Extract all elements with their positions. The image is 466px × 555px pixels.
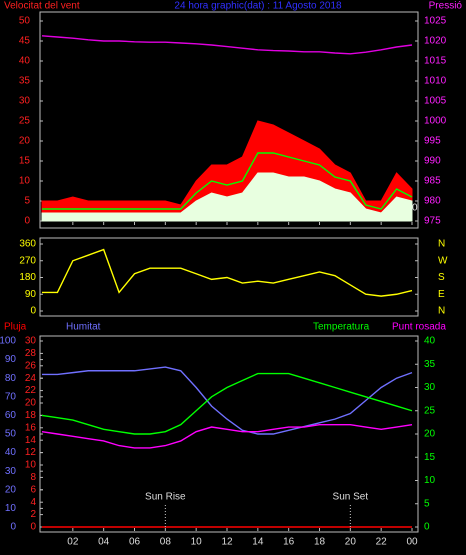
y-tick-label: 100 [0,336,16,347]
y-tick-label: 50 [5,429,17,440]
y-tick-label: 35 [19,76,31,87]
y2-tick-label: E [438,289,445,300]
x-tick-label: 18 [314,537,326,548]
y2-tick-label: 1020 [424,36,447,47]
y-tick-label: 30 [19,96,31,107]
y3-tick-label: 12 [25,447,37,458]
y-tick-label: 0 [30,306,36,317]
frame [39,11,419,229]
y2-tick-label: 10 [424,475,436,486]
y2-tick-label: 1010 [424,76,447,87]
legend-label: Punt rosada [392,322,446,333]
line [42,366,413,435]
y3-tick-label: 0 [30,522,36,533]
y-tick-label: 270 [19,255,36,266]
y2-tick-label: W [438,255,448,266]
y2-tick-label: 1015 [424,56,447,67]
y-tick-label: 30 [5,466,17,477]
y2-tick-label: 990 [424,156,441,167]
y-tick-label: 90 [5,354,17,365]
y3-tick-label: 20 [25,398,37,409]
y3-tick-label: 8 [30,472,36,483]
y3-tick-label: 16 [25,422,37,433]
y2-tick-label: N [438,306,445,317]
legend-label: Temperatura [313,322,370,333]
annotation: Sun Rise [145,492,186,503]
y-tick-label: 5 [24,196,30,207]
x-tick-label: 14 [252,537,264,548]
x-tick-label: 16 [283,537,295,548]
y-tick-label: 10 [5,503,17,514]
y2-tick-label: 1025 [424,16,447,27]
y3-tick-label: 10 [25,460,37,471]
x-tick-label: 10 [191,537,203,548]
y3-tick-label: 14 [25,435,37,446]
y2-tick-label: 30 [424,382,436,393]
x-tick-label: 04 [98,537,110,548]
x-tick-label: 02 [67,537,79,548]
y3-tick-label: 26 [25,360,37,371]
y-tick-label: 180 [19,272,36,283]
x-tick-label: 08 [160,537,172,548]
line [41,424,413,449]
x-tick-label: 20 [345,537,357,548]
line [42,152,413,210]
y2-tick-label: S [438,272,445,283]
x-tick-label: 00 [406,537,418,548]
y2-tick-label: 0 [424,522,430,533]
y2-tick-label: 20 [424,429,436,440]
y2-tick-label: 35 [424,359,436,370]
y2-tick-label: N [438,239,445,250]
y-tick-label: 0 [10,522,16,533]
y-tick-label: 80 [5,373,17,384]
y-tick-label: 45 [19,36,31,47]
y-tick-label: 20 [19,136,31,147]
x-tick-label: 22 [376,537,388,548]
y3-tick-label: 6 [30,484,36,495]
y3-tick-label: 4 [30,497,36,508]
y-tick-label: 70 [5,391,17,402]
y-tick-label: 0 [24,216,30,227]
y2-tick-label: 25 [424,405,436,416]
y-tick-label: 40 [19,56,31,67]
y3-tick-label: 28 [25,348,37,359]
y3-tick-label: 22 [25,385,37,396]
y2-tick-label: 980 [424,196,441,207]
y2-tick-label: 975 [424,216,441,227]
y-axis-label: Velocitat del vent [4,1,80,12]
line [42,248,413,297]
legend-label: Pluja [4,322,27,333]
line [41,372,413,435]
y-tick-label: 15 [19,156,31,167]
y2-axis-label: Pressió [429,1,463,12]
y-tick-label: 360 [19,239,36,250]
annotation: Sun Set [333,492,369,503]
y-tick-label: 25 [19,116,31,127]
area [41,172,413,222]
legend-label: Humitat [66,322,101,333]
y-tick-label: 10 [19,176,31,187]
y-tick-label: 20 [5,484,17,495]
y2-tick-label: 15 [424,452,436,463]
y-tick-label: 90 [25,289,37,300]
y-tick-label: 60 [5,410,17,421]
y3-tick-label: 18 [25,410,37,421]
y2-tick-label: 40 [424,336,436,347]
y2-tick-label: 5 [424,498,430,509]
y2-tick-label: 1000 [424,116,447,127]
x-tick-label: 06 [129,537,141,548]
y-tick-label: 50 [19,16,31,27]
chart-title: 24 hora graphic(dat) : 11 Agosto 2018 [174,1,342,12]
y-tick-label: 40 [5,447,17,458]
line [41,35,413,55]
y3-tick-label: 2 [30,509,36,520]
y2-tick-label: 985 [424,176,441,187]
y2-tick-label: 995 [424,136,441,147]
x-tick-label: 12 [221,537,233,548]
y3-tick-label: 24 [25,373,37,384]
y3-tick-label: 30 [25,336,37,347]
y2-tick-label: 1005 [424,96,447,107]
